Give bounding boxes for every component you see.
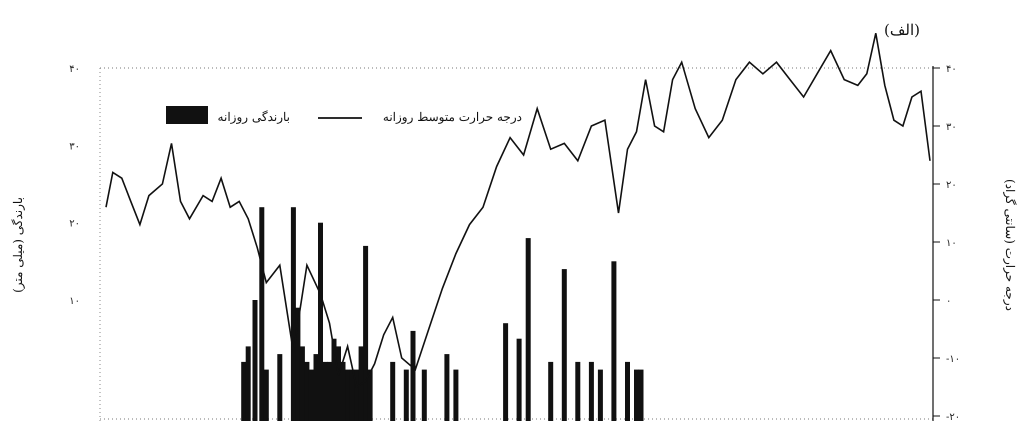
precipitation-bar (327, 361, 332, 421)
precipitation-bar (588, 361, 594, 421)
plot-frame (99, 66, 934, 421)
precipitation-bar (318, 222, 323, 421)
precipitation-bar (548, 361, 554, 421)
precipitation-bar (410, 330, 416, 421)
precipitation-bar (403, 369, 409, 421)
precipitation-bar (638, 369, 644, 421)
right-tick-label: ۰ (946, 296, 951, 307)
precipitation-bar (252, 300, 258, 421)
right-axis-label-group: درجه حرارت (سانتی گراد) (1003, 179, 1017, 311)
left-axis-ticks: ۴۰ ۳۰ ۲۰ ۱۰ (69, 64, 80, 307)
precipitation-bar (354, 369, 360, 421)
legend-bar-label: بارندگی روزانه (218, 110, 290, 124)
precipitation-bar (304, 361, 310, 421)
precipitation-bar (516, 338, 522, 421)
precipitation-bar (503, 323, 509, 421)
precipitation-bar (575, 361, 581, 421)
precipitation-bars (241, 207, 644, 421)
precipitation-bar (611, 261, 617, 421)
right-tick-label: ۴۰ (946, 64, 957, 75)
precipitation-bar (245, 346, 251, 421)
precipitation-bar (263, 369, 269, 421)
precipitation-bar (313, 354, 319, 421)
left-tick-label: ۳۰ (69, 141, 80, 152)
precipitation-bar (625, 361, 630, 421)
legend-line-label: درجه حرارت متوسط روزانه (383, 110, 522, 124)
temperature-line (105, 33, 931, 389)
precipitation-bar (367, 369, 373, 421)
right-tick-label: ۲۰ (946, 180, 957, 191)
precipitation-bar (453, 369, 459, 421)
precipitation-bar (308, 369, 314, 421)
right-axis-ticks: ۴۰ ۳۰ ۲۰ ۱۰ ۰ -۱۰ -۲۰ (933, 64, 960, 421)
left-tick-label: ۱۰ (69, 296, 80, 307)
legend-bar-swatch (166, 106, 208, 124)
precipitation-bar (345, 369, 351, 421)
right-tick-label: -۲۰ (946, 412, 960, 421)
left-tick-label: ۴۰ (69, 64, 80, 75)
precipitation-bar (290, 207, 296, 421)
right-tick-label: ۳۰ (946, 122, 957, 133)
precipitation-bar (363, 245, 369, 421)
precipitation-bar (634, 369, 639, 421)
precipitation-bar (241, 361, 247, 421)
left-axis-label-group: بارندگی (میلی متر) (11, 197, 25, 293)
precipitation-bar (295, 307, 301, 421)
panel-label: (الف) (884, 21, 920, 39)
precipitation-bar (331, 338, 337, 421)
right-tick-label: ۱۰ (946, 238, 957, 249)
precipitation-bar (597, 369, 603, 421)
precipitation-bar (259, 207, 265, 421)
legend: بارندگی روزانه درجه حرارت متوسط روزانه (166, 106, 522, 124)
precipitation-bar (299, 346, 305, 421)
precipitation-bar (336, 346, 341, 421)
precipitation-bar (322, 361, 328, 421)
right-axis-label: درجه حرارت (سانتی گراد) (1003, 179, 1017, 311)
precipitation-bar (277, 354, 283, 421)
precipitation-bar (444, 354, 450, 421)
precipitation-bar (349, 369, 355, 421)
right-tick-label: -۱۰ (946, 354, 960, 365)
precipitation-bar (340, 361, 346, 421)
precipitation-bar (561, 269, 567, 421)
precipitation-bar (421, 369, 427, 421)
precipitation-bar (525, 238, 531, 421)
left-tick-label: ۲۰ (69, 219, 80, 230)
left-axis-label: بارندگی (میلی متر) (11, 197, 25, 293)
precipitation-bar (390, 361, 396, 421)
